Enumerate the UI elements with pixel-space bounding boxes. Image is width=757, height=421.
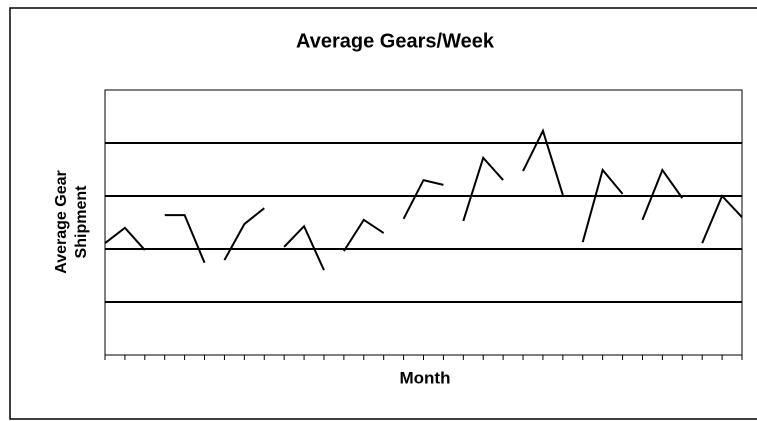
data-line <box>462 155 504 222</box>
data-line <box>223 207 265 261</box>
y-axis-label-line: Shipment <box>73 185 90 259</box>
y-axis-label: Average Gear Shipment <box>53 170 90 273</box>
chart-title: Average Gears/Week <box>296 30 495 52</box>
data-line <box>701 194 743 244</box>
x-axis-label: Month <box>400 368 451 387</box>
data-line <box>104 226 146 251</box>
data-line <box>402 178 444 220</box>
data-line <box>283 224 325 271</box>
data-line <box>641 167 684 221</box>
y-axis-label-line: Average Gear <box>53 170 70 273</box>
data-line <box>581 167 624 243</box>
frame <box>9 7 757 420</box>
plot-area <box>104 89 743 356</box>
data-line <box>164 214 206 264</box>
data-line <box>343 218 385 252</box>
data-line <box>522 128 564 196</box>
